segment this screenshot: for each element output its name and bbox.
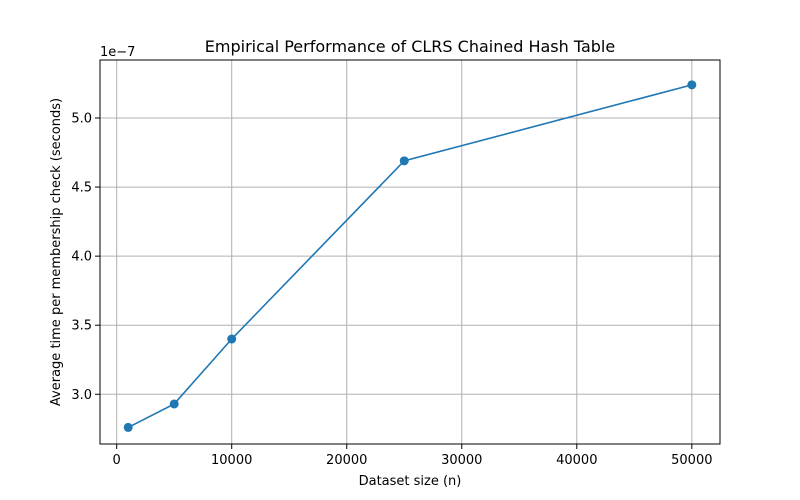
x-tick-label: 50000 (671, 453, 712, 468)
data-point (169, 399, 179, 409)
x-tick-label: 10000 (211, 453, 252, 468)
data-point (687, 80, 697, 90)
x-tick-label: 20000 (326, 453, 367, 468)
x-tick-label: 40000 (556, 453, 597, 468)
y-tick-label: 5.0 (71, 112, 92, 127)
data-point (227, 334, 237, 344)
y-tick-label: 4.5 (71, 181, 92, 196)
chart-title: Empirical Performance of CLRS Chained Ha… (205, 37, 615, 56)
grid-layer (100, 60, 720, 444)
plot-frame (99, 59, 721, 445)
y-tick-label: 3.5 (71, 319, 92, 334)
x-axis-label: Dataset size (n) (359, 474, 462, 489)
y-tick-label: 4.0 (71, 250, 92, 265)
tick-layer: 0 10000 20000 30000 40000 50000 3.0 3.5 4.0 4.5 5.… (71, 112, 712, 468)
series-layer (123, 80, 697, 432)
y-offset-label: 1e−7 (100, 45, 135, 60)
y-tick-label: 3.0 (71, 388, 92, 403)
data-point (123, 422, 133, 432)
data-point (399, 156, 409, 166)
x-tick-label: 0 (113, 453, 121, 468)
y-axis-label: Average time per membership check (secon… (49, 98, 64, 406)
x-tick-label: 30000 (441, 453, 482, 468)
